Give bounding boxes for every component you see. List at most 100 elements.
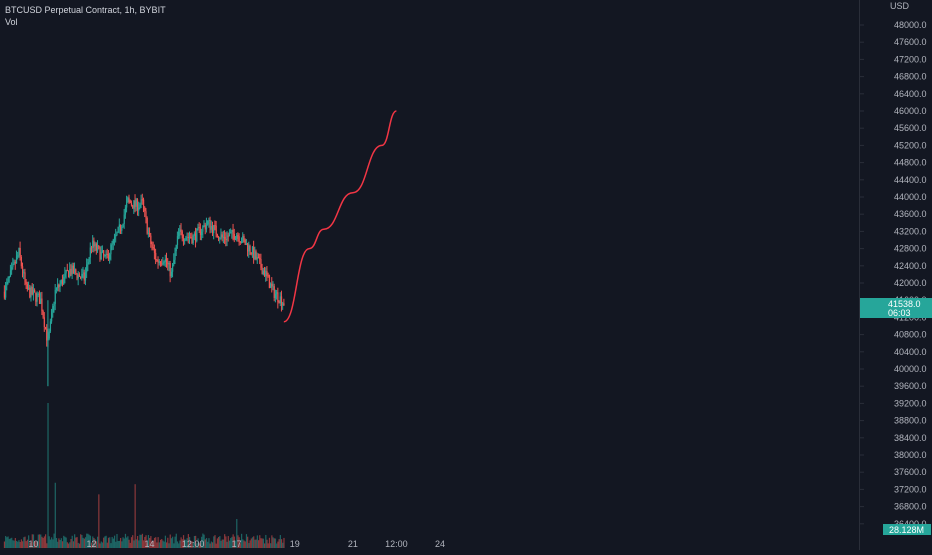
volume-bar — [241, 533, 243, 548]
volume-bar — [61, 541, 64, 548]
candle-body — [19, 247, 21, 258]
candle-body — [100, 252, 102, 260]
candle-body — [242, 236, 244, 242]
volume-bar — [52, 539, 54, 548]
candle-body — [222, 236, 225, 238]
last-price-badge — [860, 298, 932, 318]
candle-body — [283, 303, 285, 306]
candle-body — [64, 273, 66, 278]
candle-body — [28, 287, 30, 290]
volume-bar — [267, 543, 269, 548]
candle-body — [168, 263, 170, 265]
volume-bar — [166, 542, 168, 548]
candle-body — [282, 303, 284, 306]
volume-bar — [64, 536, 66, 548]
candle-body — [31, 287, 33, 295]
candle-body — [105, 253, 107, 256]
volume-bar — [249, 540, 251, 548]
volume-bar — [174, 536, 176, 548]
volume-bar — [155, 537, 157, 548]
candle-body — [170, 271, 173, 277]
candle-body — [228, 233, 231, 237]
candle-body — [256, 257, 258, 260]
candle-body — [238, 236, 240, 242]
price-tick-label: 38400.0 — [894, 433, 927, 443]
candle-body — [54, 290, 56, 304]
volume-bar — [244, 541, 246, 548]
volume-bar — [41, 536, 43, 548]
price-tick-label: 37200.0 — [894, 484, 927, 494]
volume-bar — [20, 539, 22, 548]
candle-body — [280, 296, 283, 306]
candle-body — [277, 292, 279, 302]
volume-bar — [99, 543, 101, 548]
candle-body — [244, 239, 246, 245]
candle-body — [227, 235, 229, 237]
candle-body — [32, 290, 35, 295]
volume-bar — [271, 535, 273, 548]
volume-bar — [214, 535, 216, 548]
candle-body — [3, 291, 6, 298]
volume-bar — [103, 537, 105, 548]
price-tick-label: 38000.0 — [894, 450, 927, 460]
volume-bar — [256, 535, 258, 548]
volume-bar — [145, 535, 147, 548]
volume-bar — [232, 534, 234, 548]
volume-bar — [5, 536, 7, 548]
volume-bar — [55, 537, 58, 548]
volume-bar — [274, 538, 277, 548]
projection-line[interactable] — [283, 110, 397, 323]
price-tick-label: 43600.0 — [894, 209, 927, 219]
candle-body — [225, 238, 227, 240]
candle-body — [90, 247, 93, 249]
price-axis-currency: USD — [890, 1, 910, 11]
candle-body — [59, 283, 61, 287]
candle-body — [89, 247, 91, 258]
volume-bar — [53, 533, 55, 548]
symbol-title[interactable]: BTCUSD Perpetual Contract, 1h, BYBIT — [5, 5, 166, 15]
candle-body — [136, 199, 139, 211]
candle-body — [279, 296, 281, 304]
volume-bar — [237, 535, 239, 548]
candle-body — [66, 269, 68, 271]
candle-body — [48, 331, 50, 339]
candle-body — [221, 234, 223, 238]
volume-bar — [238, 537, 240, 548]
volume-bar — [144, 536, 146, 548]
time-axis[interactable]: 10 12 14 12:00 17 19 21 12:00 24 — [28, 539, 445, 549]
volume-bar — [159, 539, 162, 548]
volume-bar — [218, 537, 220, 548]
candle-body — [101, 250, 104, 253]
volume-bar — [242, 539, 244, 548]
volume-bar — [47, 403, 49, 548]
price-tick-label: 39600.0 — [894, 381, 927, 391]
candle-body — [264, 270, 266, 277]
volume-bar — [208, 538, 210, 548]
volume-bar — [101, 542, 104, 548]
candle-body — [98, 245, 100, 248]
volume-bar — [204, 539, 206, 548]
candle-body — [176, 236, 179, 245]
volume-indicator-label[interactable]: Vol — [5, 17, 18, 27]
volume-bar — [129, 542, 131, 548]
candle-body — [7, 278, 9, 283]
volume-bar — [107, 537, 110, 548]
price-tick-label: 47600.0 — [894, 37, 927, 47]
candle-body — [173, 259, 175, 265]
volume-bar — [98, 494, 100, 548]
price-tick-label: 40800.0 — [894, 330, 927, 340]
candle-body — [29, 287, 31, 298]
volume-bar — [273, 538, 275, 548]
candle-body — [211, 226, 214, 234]
candle-body — [20, 257, 22, 267]
volume-bar — [136, 535, 139, 548]
volume-bar — [283, 537, 285, 548]
volume-bar — [260, 538, 262, 548]
candle-body — [61, 279, 64, 285]
candle-body — [88, 257, 90, 263]
price-tick-label: 38800.0 — [894, 416, 927, 426]
candle-body — [249, 245, 251, 253]
candle-body — [219, 238, 221, 240]
